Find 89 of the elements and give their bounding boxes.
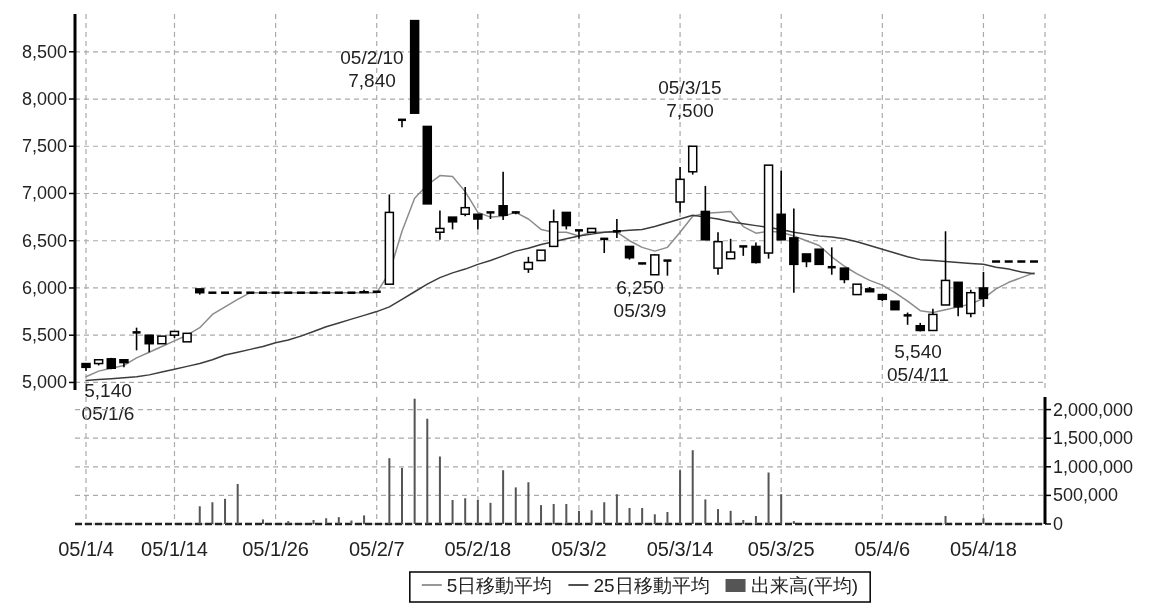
bar xyxy=(363,515,366,524)
y-tick-label: 6,000 xyxy=(21,277,67,298)
y-tick-label: 7,000 xyxy=(21,183,67,204)
bar xyxy=(944,515,947,524)
x-tick-label: 05/3/25 xyxy=(747,538,815,560)
candlestick xyxy=(131,326,142,352)
bar xyxy=(540,505,543,524)
x-tick-label: 05/1/4 xyxy=(58,538,114,560)
candlestick xyxy=(435,209,445,241)
y-tick-label: 6,500 xyxy=(21,230,67,251)
bar xyxy=(565,503,568,524)
bar xyxy=(780,494,783,524)
bar xyxy=(198,506,201,524)
bar xyxy=(628,507,631,524)
bar xyxy=(287,521,290,524)
candlestick xyxy=(460,186,470,217)
y-tick-label: 500,000 xyxy=(1053,485,1119,506)
bar xyxy=(337,517,340,524)
bar xyxy=(742,520,745,524)
bar xyxy=(653,514,656,524)
y-tick-label: 5,000 xyxy=(21,372,67,393)
bar xyxy=(729,510,732,524)
bar xyxy=(552,503,555,524)
bar xyxy=(603,502,606,524)
bar xyxy=(476,499,479,524)
annotation: 5,540 05/4/11 xyxy=(887,341,949,385)
x-tick-label: 05/3/2 xyxy=(551,538,607,560)
bar xyxy=(982,518,985,524)
bar xyxy=(413,398,416,524)
y-tick-label: 5,500 xyxy=(21,325,67,346)
x-tick-label: 05/4/6 xyxy=(854,538,911,560)
bar xyxy=(527,482,530,524)
bar xyxy=(792,521,795,524)
x-tick-label: 05/1/14 xyxy=(141,538,208,560)
bar xyxy=(666,511,669,524)
candlestick xyxy=(498,170,508,221)
y-tick-label: 8,500 xyxy=(21,41,67,62)
annotation: 5,140 05/1/6 xyxy=(81,380,135,424)
bar xyxy=(261,519,264,524)
candlestick xyxy=(978,271,989,308)
x-tick-label: 05/3/14 xyxy=(646,538,714,560)
annotation: 6,250 05/3/9 xyxy=(613,277,667,321)
bar xyxy=(590,510,593,524)
bar xyxy=(679,470,682,524)
x-tick-label: 05/4/18 xyxy=(950,538,1017,560)
bar xyxy=(224,498,227,524)
bar xyxy=(514,487,517,524)
bar xyxy=(325,518,328,524)
bar xyxy=(704,499,707,524)
candlestick xyxy=(725,238,736,260)
annotation: 05/3/15 7,500 xyxy=(658,77,722,121)
bar xyxy=(401,467,403,524)
legend-label: 出来高(平均) xyxy=(750,575,859,596)
candlestick xyxy=(611,218,623,239)
y-tick-label: 2,000,000 xyxy=(1053,399,1134,420)
bar xyxy=(426,418,429,524)
bar xyxy=(717,509,719,524)
bar xyxy=(502,470,505,524)
bar xyxy=(615,494,618,524)
bar xyxy=(767,472,770,524)
y-tick-label: 1,500,000 xyxy=(1053,428,1134,449)
bar xyxy=(312,520,315,524)
bar xyxy=(577,510,580,524)
candlestick xyxy=(738,245,749,257)
bar xyxy=(464,498,467,524)
y-tick-label: 7,500 xyxy=(21,136,67,157)
bar xyxy=(211,502,214,524)
y-tick-label: 0 xyxy=(1053,514,1064,534)
line-series xyxy=(85,214,1035,382)
bar xyxy=(236,483,239,524)
bar xyxy=(388,458,391,524)
annotation: 05/2/10 7,840 xyxy=(340,47,404,91)
bar xyxy=(438,456,441,524)
y-tick-label: 1,000,000 xyxy=(1053,456,1134,477)
bar xyxy=(489,502,492,524)
candlestick xyxy=(928,307,938,332)
bar xyxy=(691,450,694,524)
candlestick xyxy=(573,229,585,240)
x-tick-label: 05/1/26 xyxy=(242,538,309,560)
y-tick-label: 8,000 xyxy=(21,89,67,110)
legend-label: 5日移動平均 xyxy=(446,575,553,596)
bar xyxy=(754,515,757,524)
legend-label: 25日移動平均 xyxy=(593,575,710,596)
bar xyxy=(641,507,644,524)
candlestick xyxy=(966,289,976,319)
x-tick-label: 05/2/18 xyxy=(444,538,512,560)
candlestick xyxy=(675,166,685,214)
bar xyxy=(451,499,454,524)
x-tick-label: 05/2/7 xyxy=(348,538,405,560)
